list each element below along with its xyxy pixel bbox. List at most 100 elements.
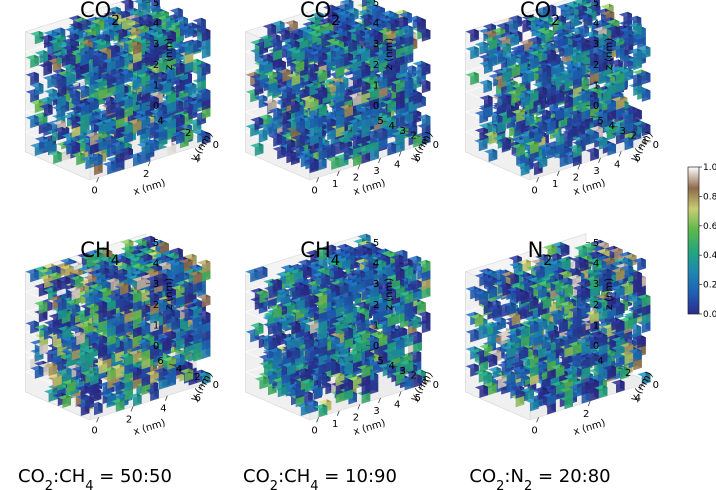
voxel <box>25 71 39 86</box>
y-tick-label: 5 <box>597 116 603 127</box>
panel-title-main: CH <box>300 238 330 262</box>
z-tick-label: 0 <box>373 341 379 352</box>
x-tick-label: 4 <box>160 404 166 415</box>
z-tick-label: 4 <box>373 19 379 30</box>
y-tick-label: 4 <box>388 361 394 372</box>
panel-title-main: N <box>528 238 544 262</box>
voxel <box>30 99 44 113</box>
z-tick-label: 0 <box>593 101 599 112</box>
y-tick-label: 4 <box>388 121 394 132</box>
x-tick-label: 0 <box>91 425 97 436</box>
z-tick-label: 3 <box>593 279 599 290</box>
x-tick-label: 3 <box>373 406 379 417</box>
x-tick-label: 2 <box>353 172 359 183</box>
x-axis-label: x (nm) <box>572 418 607 438</box>
y-tick-label: 0 <box>433 380 439 391</box>
y-tick-label: 0 <box>213 140 219 151</box>
z-tick-label: 5 <box>153 238 159 249</box>
panel-title-main: CO <box>300 0 331 22</box>
z-tick-label: 3 <box>153 39 159 50</box>
voxel <box>39 138 53 152</box>
z-tick-label: 5 <box>593 238 599 249</box>
colorbar-gradient <box>687 166 700 315</box>
x-tick-label: 2 <box>573 172 579 183</box>
z-tick-label: 4 <box>593 259 599 270</box>
y-tick-label: 0 <box>213 380 219 391</box>
panel-title-main: CH <box>80 238 110 262</box>
y-tick-label: 4 <box>157 116 163 127</box>
z-tick-label: 3 <box>593 39 599 50</box>
x-tick-label: 3 <box>373 166 379 177</box>
z-tick-label: 2 <box>593 60 599 71</box>
x-tick-label: 2 <box>126 415 132 426</box>
z-axis-label: z (nm) <box>384 38 395 70</box>
voxel <box>39 103 53 117</box>
panel-title-main: CO <box>80 0 111 22</box>
x-tick-label: 2 <box>353 412 359 423</box>
x-tick-label: 0 <box>531 185 537 196</box>
voxel <box>52 104 66 119</box>
x-tick-label: 4 <box>614 159 620 170</box>
caption-2: CO2:CH4 = 10:90 <box>243 466 397 490</box>
z-tick-label: 3 <box>373 279 379 290</box>
x-axis-label: x (nm) <box>132 178 167 198</box>
x-tick-label: 0 <box>531 425 537 436</box>
z-tick-label: 4 <box>153 259 159 270</box>
voxel <box>30 30 44 45</box>
z-tick-label: 4 <box>373 259 379 270</box>
y-tick-label: 5 <box>377 116 383 127</box>
voxel <box>42 75 56 89</box>
x-tick-label: 2 <box>143 169 149 180</box>
colorbar-tick-label: 0.2 <box>703 281 716 291</box>
y-tick-label: 0 <box>653 140 659 151</box>
x-tick-label: 3 <box>593 166 599 177</box>
y-tick-label: 3 <box>619 126 625 137</box>
z-tick-label: 2 <box>373 300 379 311</box>
z-tick-label: 1 <box>153 80 159 91</box>
z-tick-label: 5 <box>373 238 379 249</box>
z-tick-label: 3 <box>373 39 379 50</box>
voxel <box>30 82 44 96</box>
z-tick-label: 2 <box>373 60 379 71</box>
y-tick-label: 3 <box>399 366 405 377</box>
z-tick-label: 2 <box>153 60 159 71</box>
x-tick-label: 1 <box>332 179 338 190</box>
y-tick-label: 0 <box>653 380 659 391</box>
z-tick-label: 5 <box>373 0 379 9</box>
y-tick-label: 0 <box>433 140 439 151</box>
z-tick-label: 4 <box>153 19 159 30</box>
z-tick-label: 2 <box>153 300 159 311</box>
y-tick-label: 4 <box>597 356 603 367</box>
z-tick-label: 4 <box>593 19 599 30</box>
x-tick-label: 0 <box>91 185 97 196</box>
panel-title-sub: 2 <box>551 13 560 29</box>
y-tick-label: 3 <box>399 126 405 137</box>
z-tick-label: 5 <box>153 0 159 9</box>
z-tick-label: 2 <box>593 300 599 311</box>
voxel <box>25 54 39 68</box>
colorbar: 0.00.20.40.60.81.0 <box>687 163 716 320</box>
voxel <box>39 34 53 49</box>
z-tick-label: 3 <box>153 279 159 290</box>
z-tick-label: 5 <box>593 0 599 9</box>
voxels <box>25 0 211 176</box>
x-tick-label: 1 <box>552 179 558 190</box>
panel-title-sub: 4 <box>331 253 340 269</box>
y-tick-label: 5 <box>377 356 383 367</box>
z-tick-label: 0 <box>153 101 159 112</box>
z-axis-label: z (nm) <box>384 278 395 310</box>
x-tick-label: 1 <box>332 419 338 430</box>
voxel <box>133 0 147 12</box>
y-tick-label: 2 <box>631 131 637 142</box>
z-tick-label: 0 <box>593 341 599 352</box>
z-tick-label: 1 <box>373 320 379 331</box>
colorbar-tick-label: 0.4 <box>703 251 716 261</box>
z-axis-label: z (nm) <box>604 278 615 310</box>
captions: CO2:CH4 = 50:50 CO2:CH4 = 10:90 CO2:N2 = 2… <box>18 466 611 490</box>
